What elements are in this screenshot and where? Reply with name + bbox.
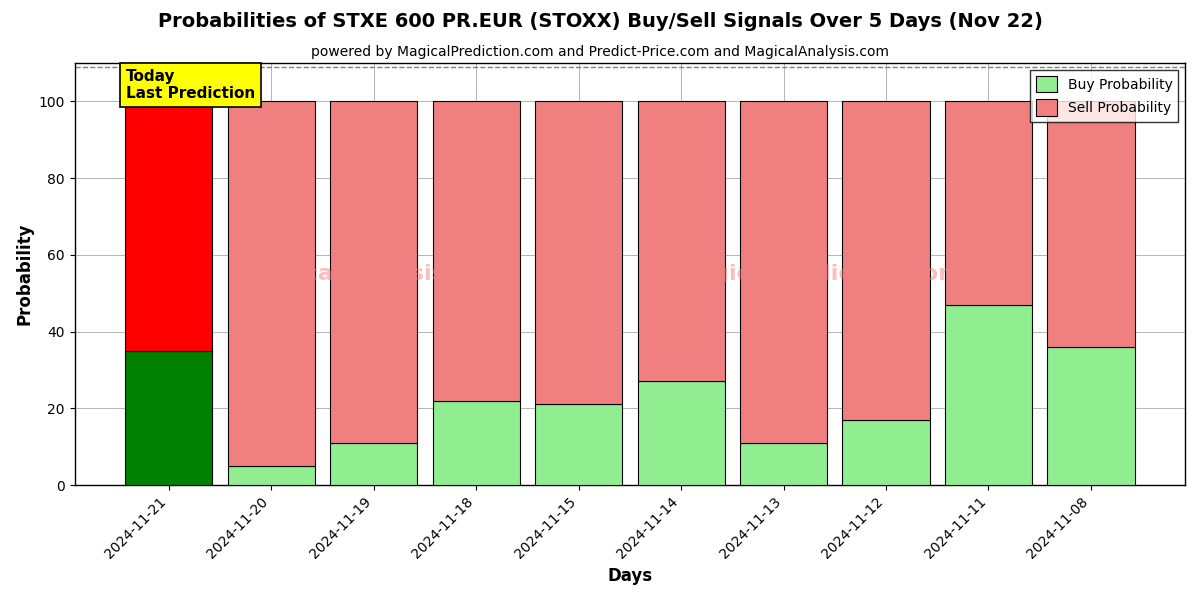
Bar: [330, 101, 418, 443]
Bar: [637, 101, 725, 382]
Legend: Buy Probability, Sell Probability: Buy Probability, Sell Probability: [1030, 70, 1178, 122]
Bar: [228, 466, 314, 485]
X-axis label: Days: Days: [607, 567, 653, 585]
Bar: [125, 351, 212, 485]
Bar: [535, 404, 622, 485]
Text: Today
Last Prediction: Today Last Prediction: [126, 69, 254, 101]
Bar: [228, 101, 314, 466]
Y-axis label: Probability: Probability: [16, 223, 34, 325]
Text: powered by MagicalPrediction.com and Predict-Price.com and MagicalAnalysis.com: powered by MagicalPrediction.com and Pre…: [311, 45, 889, 59]
Bar: [842, 420, 930, 485]
Text: MagicalPrediction.com: MagicalPrediction.com: [676, 264, 961, 284]
Bar: [330, 443, 418, 485]
Bar: [842, 101, 930, 420]
Bar: [740, 443, 827, 485]
Bar: [740, 101, 827, 443]
Bar: [1048, 347, 1134, 485]
Text: MagicalAnalysis.com: MagicalAnalysis.com: [244, 264, 505, 284]
Bar: [1048, 101, 1134, 347]
Bar: [432, 101, 520, 401]
Bar: [637, 382, 725, 485]
Bar: [944, 305, 1032, 485]
Bar: [125, 101, 212, 351]
Bar: [535, 101, 622, 404]
Bar: [432, 401, 520, 485]
Bar: [944, 101, 1032, 305]
Text: Probabilities of STXE 600 PR.EUR (STOXX) Buy/Sell Signals Over 5 Days (Nov 22): Probabilities of STXE 600 PR.EUR (STOXX)…: [157, 12, 1043, 31]
